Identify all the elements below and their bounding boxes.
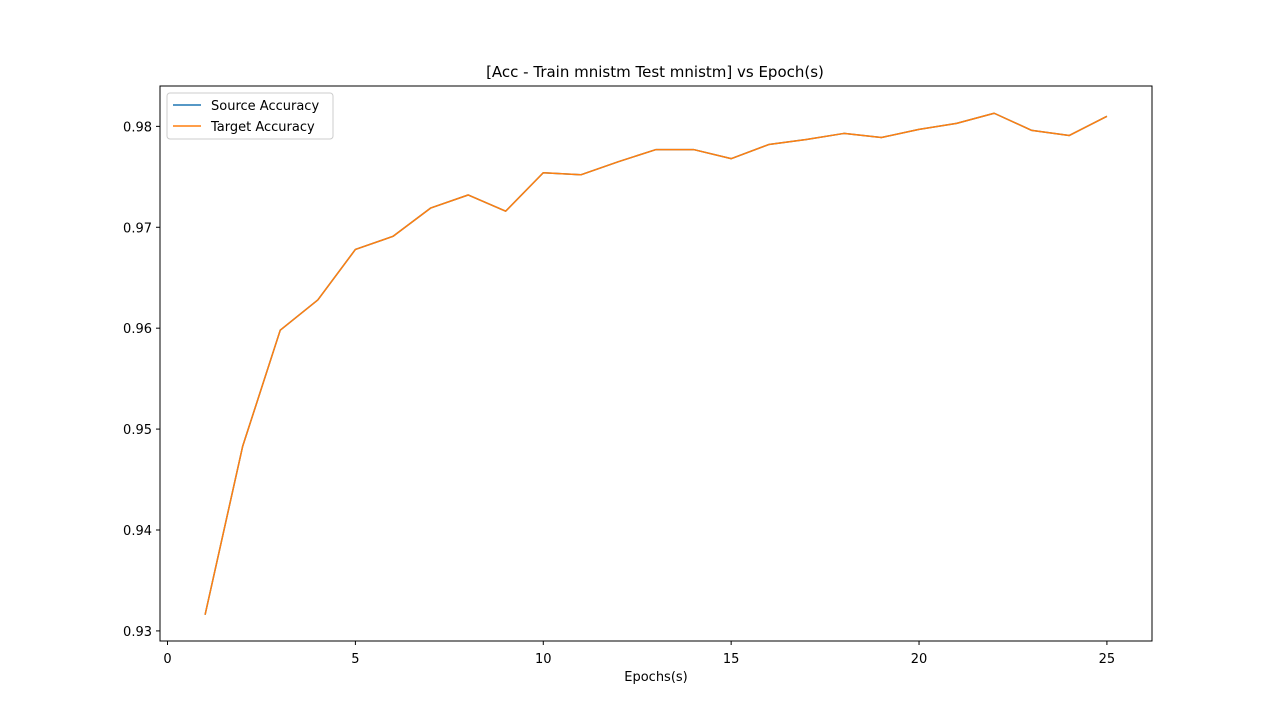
y-tick-label: 0.96 <box>123 322 152 337</box>
x-tick-label: 10 <box>535 652 552 667</box>
y-tick-label: 0.94 <box>123 524 152 539</box>
plot-area-frame <box>159 85 1153 642</box>
y-axis: 0.93 0.94 0.95 0.96 0.97 0.98 <box>123 120 160 640</box>
legend-box <box>166 92 334 140</box>
x-tick-label: 20 <box>911 652 928 667</box>
y-tick-label: 0.97 <box>123 221 152 236</box>
x-tick-label: 25 <box>1099 652 1116 667</box>
x-tick-label: 0 <box>163 652 171 667</box>
x-axis-label: Epochs(s) <box>624 670 688 685</box>
legend-label-1: Target Accuracy <box>210 120 315 135</box>
legend: Source Accuracy Target Accuracy <box>166 92 334 140</box>
y-tick-label: 0.93 <box>123 625 152 640</box>
x-tick-label: 15 <box>723 652 740 667</box>
series-lines <box>204 112 1108 615</box>
series-line-1 <box>204 112 1108 615</box>
series-line-0 <box>204 112 1108 615</box>
x-axis: 0 5 10 15 20 25 <box>163 641 1115 667</box>
x-tick-label: 5 <box>351 652 359 667</box>
chart-title: [Acc - Train mnistm Test mnistm] vs Epoc… <box>486 63 824 81</box>
y-tick-label: 0.95 <box>123 423 152 438</box>
y-tick-label: 0.98 <box>123 120 152 135</box>
legend-label-0: Source Accuracy <box>211 99 319 114</box>
